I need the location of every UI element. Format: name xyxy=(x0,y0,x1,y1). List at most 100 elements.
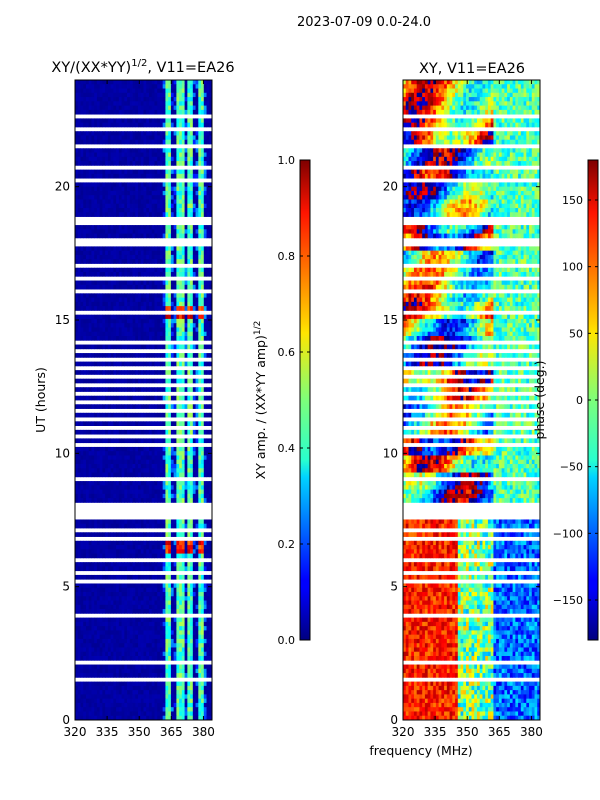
amplitude-cell xyxy=(105,540,109,546)
amplitude-cell xyxy=(135,485,139,490)
amplitude-cell xyxy=(209,105,213,111)
amplitude-cell xyxy=(107,412,112,418)
amplitude-cell xyxy=(173,532,177,537)
amplitude-cell xyxy=(148,105,153,111)
amplitude-cell xyxy=(201,293,205,298)
amplitude-cell xyxy=(165,656,169,661)
amplitude-cell xyxy=(88,250,92,256)
amplitude-cell xyxy=(94,455,98,461)
amplitude-cell xyxy=(118,519,122,525)
amplitude-cell xyxy=(77,331,81,337)
amplitude-cell xyxy=(88,109,92,115)
amplitude-cell xyxy=(148,122,153,128)
amplitude-cell xyxy=(138,190,142,196)
amplitude-cell xyxy=(192,485,196,490)
amplitude-cell xyxy=(110,446,114,452)
amplitude-cell xyxy=(140,387,144,392)
amplitude-cell xyxy=(107,169,112,175)
amplitude-cell xyxy=(184,549,188,554)
amplitude-cell xyxy=(129,481,133,486)
amplitude-cell xyxy=(184,451,188,456)
amplitude-cell xyxy=(77,92,81,98)
amplitude-cell xyxy=(105,621,109,627)
amplitude-cell xyxy=(91,545,95,550)
amplitude-cell xyxy=(173,88,177,94)
amplitude-cell xyxy=(184,148,188,153)
amplitude-cell xyxy=(94,139,98,145)
amplitude-cell xyxy=(176,370,180,375)
amplitude-cell xyxy=(165,301,169,307)
amplitude-cell xyxy=(168,596,172,601)
amplitude-cell xyxy=(159,225,164,230)
amplitude-cell xyxy=(176,647,180,653)
amplitude-cell xyxy=(116,105,120,111)
amplitude-cell xyxy=(168,361,172,367)
amplitude-cell xyxy=(110,596,114,601)
amplitude-cell xyxy=(83,604,87,610)
amplitude-cell xyxy=(135,587,139,593)
amplitude-cell xyxy=(170,604,175,610)
amplitude-cell xyxy=(77,404,81,409)
amplitude-cell xyxy=(190,651,194,657)
amplitude-cell xyxy=(154,523,158,529)
amplitude-cell xyxy=(118,468,122,473)
amplitude-cell xyxy=(105,387,109,392)
amplitude-cell xyxy=(162,630,166,636)
amplitude-cell xyxy=(77,225,81,230)
amplitude-cell xyxy=(173,438,177,444)
amplitude-cell xyxy=(88,267,92,273)
amplitude-cell xyxy=(140,472,144,478)
amplitude-cell xyxy=(85,370,90,375)
amplitude-cell xyxy=(129,118,133,124)
amplitude-cell xyxy=(140,80,144,85)
amplitude-cell xyxy=(140,101,144,106)
amplitude-cell xyxy=(88,190,92,196)
amplitude-cell xyxy=(140,630,144,636)
amplitude-cell xyxy=(151,498,155,503)
amplitude-cell xyxy=(206,596,210,601)
amplitude-cell xyxy=(206,651,210,657)
amplitude-cell xyxy=(190,318,194,324)
amplitude-cell xyxy=(209,498,213,503)
amplitude-cell xyxy=(140,553,144,559)
amplitude-cell xyxy=(162,446,166,452)
amplitude-cell xyxy=(102,574,106,580)
amplitude-cell xyxy=(118,596,122,601)
amplitude-cell xyxy=(91,169,95,175)
amplitude-cell xyxy=(159,259,164,264)
amplitude-cell xyxy=(157,583,161,589)
amplitude-cell xyxy=(192,97,196,102)
amplitude-cell xyxy=(75,92,79,98)
amplitude-cell xyxy=(102,327,106,333)
amplitude-cell xyxy=(201,97,205,102)
amplitude-cell xyxy=(94,404,98,409)
amplitude-cell xyxy=(203,587,207,593)
amplitude-cell xyxy=(105,84,109,89)
amplitude-cell xyxy=(77,532,81,537)
amplitude-cell xyxy=(80,519,84,525)
amplitude-cell xyxy=(146,182,150,188)
amplitude-cell xyxy=(96,280,101,286)
amplitude-cell xyxy=(75,250,79,256)
amplitude-cell xyxy=(116,101,120,106)
amplitude-cell xyxy=(168,122,172,128)
amplitude-cell xyxy=(132,161,136,166)
amplitude-cell xyxy=(192,592,196,597)
amplitude-cell xyxy=(192,306,196,311)
amplitude-cell xyxy=(201,84,205,89)
amplitude-cell xyxy=(165,293,169,298)
amplitude-cell xyxy=(105,378,109,384)
amplitude-cell xyxy=(121,493,125,499)
amplitude-cell xyxy=(181,148,185,153)
amplitude-cell xyxy=(195,323,199,328)
amplitude-cell xyxy=(159,378,164,384)
amplitude-cell xyxy=(162,323,166,328)
amplitude-cell xyxy=(181,92,185,98)
amplitude-cell xyxy=(209,327,213,333)
amplitude-cell xyxy=(154,493,158,499)
amplitude-cell xyxy=(99,246,103,252)
amplitude-cell xyxy=(116,370,120,375)
amplitude-cell xyxy=(151,199,155,205)
amplitude-cell xyxy=(127,587,131,593)
amplitude-cell xyxy=(184,229,188,234)
